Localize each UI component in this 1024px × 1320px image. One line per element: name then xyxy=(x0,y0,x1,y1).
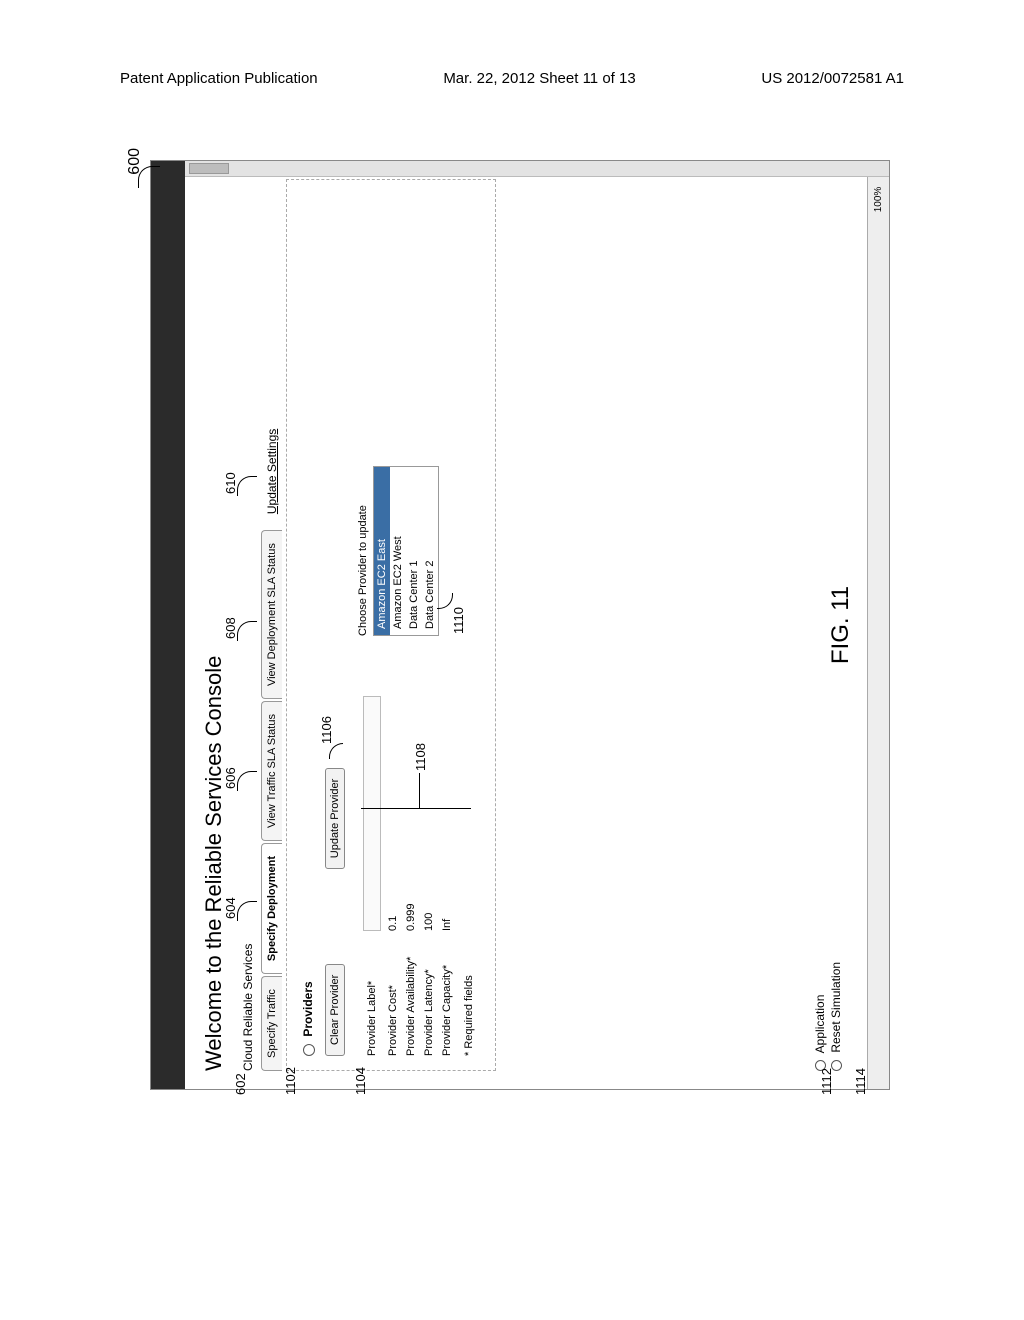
providers-section-title: Providers xyxy=(301,194,315,1056)
tab-label: View Deployment SLA Status xyxy=(266,543,278,686)
zoom-text: 100% xyxy=(873,187,884,213)
leader-brace xyxy=(361,808,471,809)
tab-specify-deployment[interactable]: Specify Deployment xyxy=(261,843,282,974)
label-provider-latency: Provider Latency* xyxy=(423,931,435,1056)
figure-label: FIG. 11 xyxy=(827,586,855,664)
row-provider-cost: Provider Cost* 0.1 xyxy=(387,696,399,1056)
browser-status-bar: 100% ◢ xyxy=(867,161,889,1089)
input-provider-label[interactable] xyxy=(363,696,381,931)
footer-links: Application Reset Simulation xyxy=(811,962,845,1071)
reset-simulation-link[interactable]: Reset Simulation xyxy=(829,962,843,1071)
row-provider-label: Provider Label* xyxy=(363,696,381,1056)
application-label: Application xyxy=(813,995,827,1054)
page-header: Patent Application Publication Mar. 22, … xyxy=(0,0,1024,97)
callout-1114: 1114 xyxy=(853,1068,868,1095)
leader-line xyxy=(138,166,160,188)
value-provider-latency: 100 xyxy=(423,696,435,931)
list-item[interactable]: Amazon EC2 East xyxy=(374,467,390,635)
label-provider-label: Provider Label* xyxy=(366,931,378,1056)
callout-610: 610 xyxy=(223,472,238,494)
tab-view-traffic-sla[interactable]: View Traffic SLA Status xyxy=(261,701,282,841)
value-provider-capacity: Inf xyxy=(441,696,453,931)
callout-1106: 1106 xyxy=(319,716,334,744)
figure-wrap: Welcome to the Reliable Services Console… xyxy=(120,150,920,1100)
callout-1108: 1108 xyxy=(413,743,428,771)
label-provider-capacity: Provider Capacity* xyxy=(441,931,453,1056)
value-provider-cost: 0.1 xyxy=(387,696,399,931)
callout-608: 608 xyxy=(223,617,238,639)
provider-listbox[interactable]: Amazon EC2 East Amazon EC2 West Data Cen… xyxy=(373,466,439,636)
callout-1110: 1110 xyxy=(451,607,466,634)
provider-list-col: Choose Provider to update Amazon EC2 Eas… xyxy=(357,436,475,636)
required-note: * Required fields xyxy=(463,696,475,1056)
callout-1102: 1102 xyxy=(283,1067,298,1095)
rotated-screenshot: Welcome to the Reliable Services Console… xyxy=(150,160,890,1090)
leader-line xyxy=(419,773,420,809)
header-center: Mar. 22, 2012 Sheet 11 of 13 xyxy=(443,70,635,87)
application-link[interactable]: Application xyxy=(813,962,827,1071)
list-item[interactable]: Amazon EC2 West xyxy=(390,467,406,635)
row-provider-capacity: Provider Capacity* Inf xyxy=(441,696,453,1056)
header-right: US 2012/0072581 A1 xyxy=(761,70,904,87)
header-left: Patent Application Publication xyxy=(120,70,318,87)
update-settings-link[interactable]: Update Settings xyxy=(265,429,279,514)
browser-frame: Welcome to the Reliable Services Console… xyxy=(150,160,890,1090)
tab-row: Specify Traffic Specify Deployment View … xyxy=(261,179,282,1071)
callout-606: 606 xyxy=(223,767,238,789)
refresh-icon[interactable] xyxy=(303,1044,315,1056)
callout-1112: 1112 xyxy=(819,1068,834,1095)
vertical-scrollbar[interactable] xyxy=(185,161,889,177)
scrollbar-thumb[interactable] xyxy=(189,163,229,174)
label-provider-availability: Provider Availability* xyxy=(405,931,417,1056)
list-item[interactable]: Data Center 2 xyxy=(422,467,438,635)
choose-provider-title: Choose Provider to update xyxy=(357,436,369,636)
tab-label: View Traffic SLA Status xyxy=(266,714,278,828)
provider-buttons: Clear Provider Update Provider xyxy=(325,194,345,1056)
callout-604: 604 xyxy=(223,897,238,919)
providers-label: Providers xyxy=(301,981,315,1036)
callout-1104: 1104 xyxy=(353,1067,368,1095)
browser-title-bar xyxy=(151,161,185,1089)
tab-label: Specify Traffic xyxy=(266,989,278,1058)
tab-view-deployment-sla[interactable]: View Deployment SLA Status xyxy=(261,530,282,699)
callout-602: 602 xyxy=(233,1073,248,1095)
label-provider-cost: Provider Cost* xyxy=(387,931,399,1056)
update-provider-button[interactable]: Update Provider xyxy=(325,768,345,870)
tab-label: Specify Deployment xyxy=(266,856,278,961)
breadcrumb-text: Cloud Reliable Services xyxy=(241,944,255,1071)
tab-specify-traffic[interactable]: Specify Traffic xyxy=(261,976,282,1071)
clear-provider-button[interactable]: Clear Provider xyxy=(325,964,345,1056)
reset-simulation-label: Reset Simulation xyxy=(829,962,843,1053)
list-item[interactable]: Data Center 1 xyxy=(406,467,422,635)
value-provider-availability: 0.999 xyxy=(405,696,417,931)
